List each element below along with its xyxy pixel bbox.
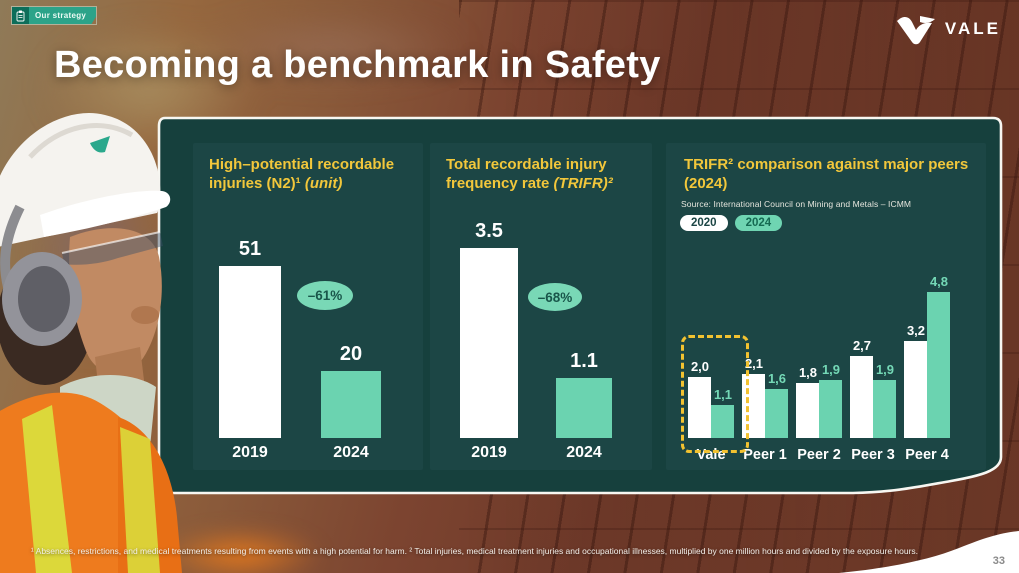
bar-value: 1.1 — [570, 350, 598, 372]
chart-title-text: Total recordable injury frequency rate — [446, 156, 607, 193]
strategy-tag-label: Our strategy — [29, 7, 97, 24]
bar-2020-peer-3 — [850, 356, 873, 438]
chart-title-text: TRIFR² comparison against major peers (2… — [684, 156, 969, 193]
bar-value: 3.5 — [475, 220, 503, 242]
source-note: Source: International Council on Mining … — [681, 199, 912, 209]
chart-title: High–potential recordable injuries (N2)¹… — [209, 155, 413, 193]
strategy-tag: Our strategy — [12, 7, 97, 24]
footnote: ¹ Absences, restrictions, and medical tr… — [30, 546, 919, 556]
clipboard-icon — [12, 7, 29, 24]
bar-group-vale: 2,0 1,1 — [688, 278, 734, 438]
bar-2020-peer-2 — [796, 383, 819, 438]
page-title: Becoming a benchmark in Safety — [54, 44, 661, 86]
chart-card-trifr: Total recordable injury frequency rate (… — [430, 143, 652, 470]
vale-highlight-box — [681, 335, 749, 453]
bar-value-2020-peer-1: 2,1 — [744, 356, 764, 371]
chart-title-unit: (unit) — [304, 175, 343, 193]
bar-chart-n2: 51 20 –61% 2019 2024 — [193, 143, 423, 470]
bar-2019 — [460, 248, 518, 438]
bar-value-2020-peer-2: 1,8 — [798, 365, 818, 380]
bar-value-2024-peer-2: 1,9 — [821, 362, 841, 377]
bar-column-2019: 3.5 — [460, 220, 518, 438]
axis-tick-2019: 2019 — [232, 444, 268, 461]
bar-group-peer-4: 3,2 4,8 — [904, 274, 950, 438]
bar-value-2020-peer-4: 3,2 — [906, 323, 926, 338]
chart-card-peer-comparison: TRIFR² comparison against major peers (2… — [666, 143, 986, 470]
vale-logo: VALE — [895, 13, 1001, 45]
bar-2024-peer-2 — [819, 380, 842, 438]
bar-value-2020-peer-3: 2,7 — [852, 338, 872, 353]
bar-2024-vale — [711, 405, 734, 438]
bar-value-2020-vale: 2,0 — [690, 359, 710, 374]
delta-badge: –61% — [297, 281, 353, 310]
legend-pill-2020: 2020 — [680, 215, 728, 231]
page-number: 33 — [992, 555, 1005, 567]
axis-tick-2024: 2024 — [333, 444, 369, 461]
bar-value: 51 — [238, 238, 262, 260]
delta-badge: –68% — [528, 283, 582, 311]
bar-2024-peer-1 — [765, 389, 788, 438]
chart-card-n2-injuries: High–potential recordable injuries (N2)¹… — [193, 143, 423, 470]
bar-value-2024-peer-3: 1,9 — [875, 362, 895, 377]
bar-2020-vale — [688, 377, 711, 438]
chart-title: Total recordable injury frequency rate (… — [446, 155, 642, 193]
bar-2024-peer-3 — [873, 380, 896, 438]
bar-value: 20 — [339, 343, 363, 365]
bar-column-2019: 51 — [219, 238, 281, 438]
bar-2024 — [321, 371, 381, 438]
bar-chart-trifr: 3.5 1.1 –68% 2019 2024 — [430, 143, 652, 470]
bar-value-2024-peer-1: 1,6 — [767, 371, 787, 386]
axis-tick-peer-3: Peer 3 — [851, 447, 895, 463]
bar-2019 — [219, 266, 281, 438]
legend-pill-2024: 2024 — [734, 215, 783, 231]
bar-group-peer-3: 2,7 1,9 — [850, 278, 896, 438]
bar-column-2024: 20 — [321, 343, 381, 438]
vale-logo-text: VALE — [944, 19, 1001, 38]
corner-swoosh — [839, 531, 1019, 573]
axis-tick-2019: 2019 — [471, 444, 507, 461]
axis-tick-peer-4: Peer 4 — [905, 447, 949, 463]
chart-title-text: High–potential recordable injuries (N2)¹ — [209, 156, 395, 193]
bar-2024-peer-4 — [927, 292, 950, 438]
bar-group-peer-2: 1,8 1,9 — [796, 278, 842, 438]
vale-logo-mark — [896, 16, 935, 45]
chart-title: TRIFR² comparison against major peers (2… — [684, 155, 976, 193]
axis-tick-peer-1: Peer 1 — [743, 447, 787, 463]
bar-value-2024-vale: 1,1 — [713, 387, 733, 402]
bar-2024 — [556, 378, 612, 438]
bar-column-2024: 1.1 — [556, 350, 612, 438]
bar-value-2024-peer-4: 4,8 — [929, 274, 949, 289]
chart-legend: 2020 2024 — [680, 215, 783, 231]
worker-photo — [0, 113, 182, 573]
axis-tick-peer-2: Peer 2 — [797, 447, 841, 463]
chart-title-unit: (TRIFR)² — [553, 175, 613, 193]
axis-tick-2024: 2024 — [566, 444, 602, 461]
bar-2020-peer-4 — [904, 341, 927, 438]
